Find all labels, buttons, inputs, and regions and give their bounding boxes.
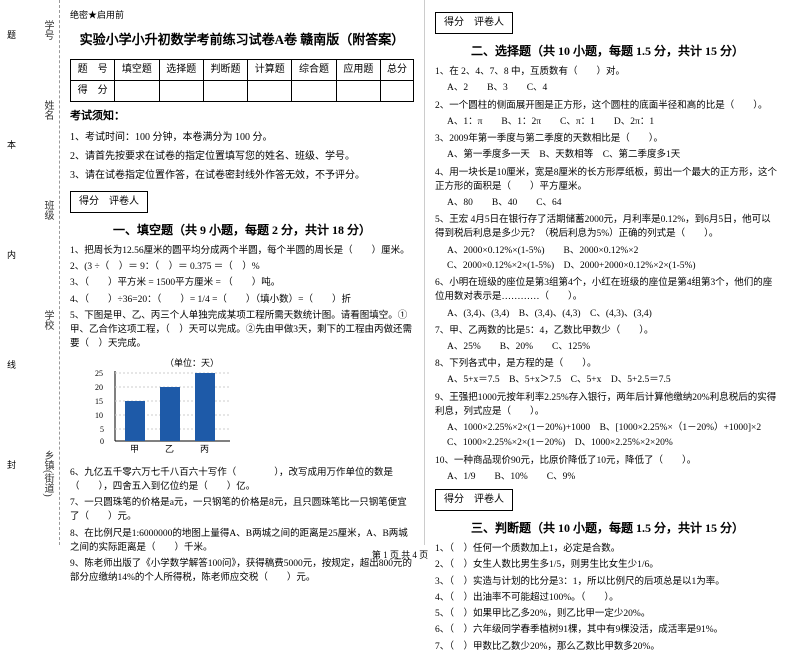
s2q9: 9、王强把1000元按年利率2.25%存入银行，两年后计算他缴纳20%利息税后的… [435, 391, 780, 420]
yl3: 10 [95, 411, 103, 420]
bind-label-1: 学号 [40, 20, 55, 40]
binding-margin: 学号 姓名 班级 学校 乡镇(街道) 题 本 内 线 封 [0, 0, 60, 545]
bl1: 乙 [165, 444, 174, 454]
bar-yi [160, 387, 180, 441]
s1q9: 9、陈老师出版了《小学数学解答100问》，获得稿费5000元，按规定，超出800… [70, 557, 414, 586]
secret-label: 绝密★启用前 [70, 8, 414, 22]
th-0: 题 号 [71, 60, 115, 81]
s2q4o: A、80 B、40 C、64 [447, 196, 780, 211]
s1q6: 6、九亿五千零六万七千八百六十写作（ ），改写成用万作单位的数是（ ），四舍五入… [70, 466, 414, 495]
s1q1: 1、把周长为12.56厘米的圆平均分成两个半圆，每个半圆的周长是（ ）厘米。 [70, 244, 414, 258]
s3q4: 4、（ ）出油率不可能超过100%。（ ）。 [435, 591, 780, 605]
s2q3: 3、2009年第一季度与第二季度的天数相比是（ ）。 [435, 132, 780, 146]
s1q5: 5、下图是甲、乙、丙三个人单独完成某项工程所需天数统计图。请看图填空。①甲、乙合… [70, 309, 414, 352]
th-3: 判断题 [203, 60, 247, 81]
yl5: 0 [100, 437, 104, 446]
scorebox-1: 得分 评卷人 [70, 191, 148, 213]
s2q6: 6、小明在班级的座位是第3组第4个，小红在班级的座位是第4组第3个，他们的座位用… [435, 276, 780, 305]
bar-chart: （单位：天） 25 20 15 10 5 0 [90, 356, 414, 462]
th-1: 填空题 [115, 60, 159, 81]
bind-mark-1: 题 [5, 30, 18, 39]
bind-label-5: 乡镇(街道) [40, 450, 55, 497]
th-4: 计算题 [248, 60, 292, 81]
sec3-title: 三、判断题（共 10 小题，每题 1.5 分，共计 15 分） [435, 519, 780, 538]
yl2: 15 [95, 397, 103, 406]
s2q5o: A、2000×0.12%×(1-5%) B、2000×0.12%×2 C、200… [447, 244, 780, 274]
notice-3: 3、请在试卷指定位置作答，在试卷密封线外作答无效，不予评分。 [70, 168, 414, 184]
bl0: 甲 [130, 444, 139, 454]
bar-jia [125, 401, 145, 441]
s2q2: 2、一个圆柱的侧面展开图是正方形，这个圆柱的底面半径和高的比是（ ）。 [435, 99, 780, 113]
s2q2o: A、1：π B、1：2π C、π：1 D、2π：1 [447, 115, 780, 130]
s2q9o: A、1000×2.25%×2×(1－20%)+1000 B、[1000×2.25… [447, 421, 780, 451]
th-7: 总分 [380, 60, 413, 81]
s3q7: 7、（ ）甲数比乙数少20%，那么乙数比甲数多20%。 [435, 640, 780, 654]
s2q6o: A、(3,4)、(3,4) B、(3,4)、(4,3) C、(4,3)、(3,4… [447, 307, 780, 322]
bar-bing [195, 373, 215, 441]
s2q1o: A、2 B、3 C、4 [447, 81, 780, 96]
right-column: 得分 评卷人 二、选择题（共 10 小题，每题 1.5 分，共计 15 分） 1… [425, 0, 790, 545]
s2q3o: A、第一季度多一天 B、天数相等 C、第二季度多1天 [447, 148, 780, 163]
s3q6: 6、（ ）六年级同学春季植树91棵，其中有9棵没活，成活率是91%。 [435, 623, 780, 637]
notice-1: 1、考试时间：100 分钟，本卷满分为 100 分。 [70, 130, 414, 146]
bind-label-3: 班级 [40, 200, 55, 220]
yl1: 20 [95, 383, 103, 392]
left-column: 绝密★启用前 实验小学小升初数学考前练习试卷A卷 赣南版（附答案） 题 号 填空… [60, 0, 425, 545]
bind-mark-3: 内 [5, 250, 18, 259]
s1q4: 4、（ ）÷36=20：（ ）= 1/4 =（ ）（填小数）=（ ）折 [70, 293, 414, 307]
s2q1: 1、在 2、4、7、8 中，互质数有（ ）对。 [435, 65, 780, 79]
sec1-title: 一、填空题（共 9 小题，每题 2 分，共计 18 分） [70, 221, 414, 240]
bl2: 丙 [200, 444, 209, 454]
s3q3: 3、（ ）实造与计划的比分是3：1，所以比例尺的后项总是以1为率。 [435, 575, 780, 589]
s1q3: 3、（ ）平方米 = 1500平方厘米 = （ ）吨。 [70, 276, 414, 290]
exam-title: 实验小学小升初数学考前练习试卷A卷 赣南版（附答案） [70, 30, 414, 51]
s2q8: 8、下列各式中，是方程的是（ ）。 [435, 357, 780, 371]
notice-2: 2、请首先按要求在试卷的指定位置填写您的姓名、班级、学号。 [70, 149, 414, 165]
s2q8o: A、5+x＝7.5 B、5+x＞7.5 C、5+x D、5+2.5＝7.5 [447, 373, 780, 388]
scorebox-2: 得分 评卷人 [435, 12, 513, 34]
bind-mark-2: 本 [5, 140, 18, 149]
bind-mark-4: 线 [5, 360, 18, 369]
row2-label: 得 分 [71, 81, 115, 102]
scorebox-3: 得分 评卷人 [435, 489, 513, 511]
s2q10: 10、一种商品现价90元，比原价降低了10元，降低了（ ）。 [435, 454, 780, 468]
notice-title: 考试须知： [70, 108, 414, 126]
yl0: 25 [95, 369, 103, 378]
yl4: 5 [100, 425, 104, 434]
s1q2: 2、(3 ÷（ ）＝ 9：（ ）＝ 0.375 ＝（ ）% [70, 260, 414, 274]
page-footer: 第 1 页 共 4 页 [0, 548, 800, 561]
score-table: 题 号 填空题 选择题 判断题 计算题 综合题 应用题 总分 得 分 [70, 59, 414, 102]
th-5: 综合题 [292, 60, 336, 81]
s2q10o: A、1/9 B、10% C、9% [447, 470, 780, 485]
s2q4: 4、用一块长是10厘米，宽是8厘米的长方形厚纸板，剪出一个最大的正方形，这个正方… [435, 166, 780, 195]
th-2: 选择题 [159, 60, 203, 81]
s3q5: 5、（ ）如果甲比乙多20%，则乙比甲一定少20%。 [435, 607, 780, 621]
chart-svg: （单位：天） 25 20 15 10 5 0 [90, 356, 240, 456]
s2q5: 5、王宏 4月5日在银行存了活期储蓄2000元，月利率是0.12%，到6月5日，… [435, 213, 780, 242]
th-6: 应用题 [336, 60, 380, 81]
bind-label-2: 姓名 [40, 100, 55, 120]
sec2-title: 二、选择题（共 10 小题，每题 1.5 分，共计 15 分） [435, 42, 780, 61]
bind-mark-5: 封 [5, 460, 18, 469]
chart-unit: （单位：天） [165, 357, 219, 368]
bind-label-4: 学校 [40, 310, 55, 330]
s2q7o: A、25% B、20% C、125% [447, 340, 780, 355]
s2q7: 7、甲、乙两数的比是5：4，乙数比甲数少（ ）。 [435, 324, 780, 338]
s1q7: 7、一只圆珠笔的价格是a元，一只钢笔的价格是8元，且只圆珠笔比一只钢笔便宜了（ … [70, 496, 414, 525]
